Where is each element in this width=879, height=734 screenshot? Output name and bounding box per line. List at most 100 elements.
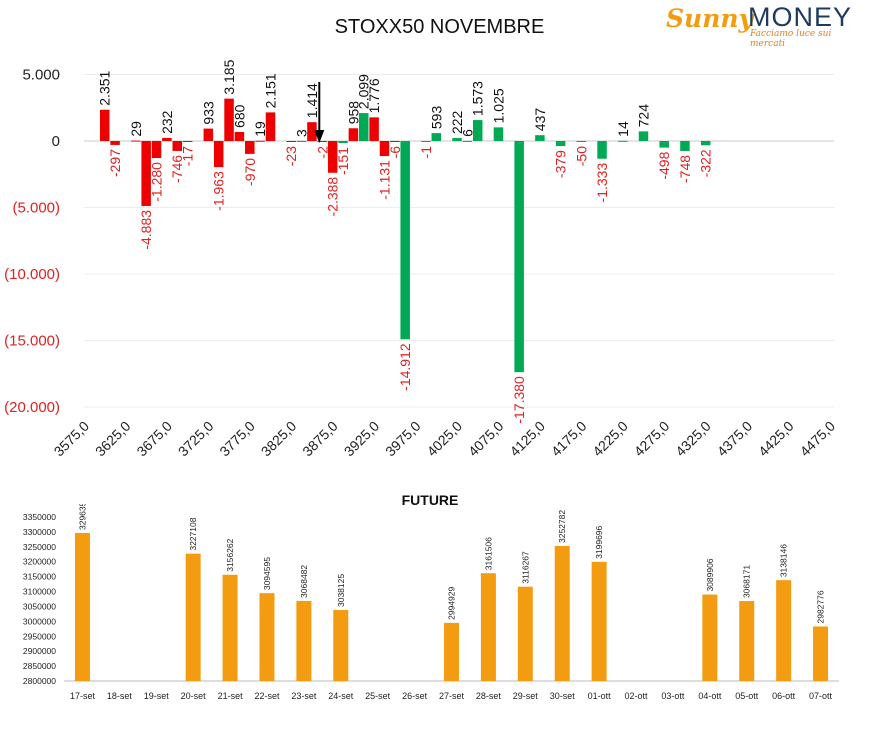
x-tick-label: 3575,0 <box>51 418 93 460</box>
future-data-label: 3296356 <box>77 504 87 530</box>
bar <box>369 117 379 141</box>
future-x-tick-label: 25-set <box>365 691 391 701</box>
bar <box>421 141 431 142</box>
future-bar <box>296 600 312 681</box>
data-label: -1.333 <box>594 163 610 203</box>
data-label: -498 <box>656 151 672 179</box>
data-label: -970 <box>242 158 258 186</box>
future-y-tick-label: 2900000 <box>23 646 56 656</box>
future-y-tick-label: 3100000 <box>23 587 56 597</box>
future-bar <box>739 601 755 681</box>
bar <box>317 141 328 142</box>
bar <box>172 141 182 151</box>
bar <box>286 141 296 142</box>
future-x-tick-label: 03-ott <box>661 691 685 701</box>
bar <box>618 140 628 142</box>
future-x-tick-label: 20-set <box>181 691 207 701</box>
future-data-label: 3068171 <box>742 565 752 598</box>
x-tick-label: 4025,0 <box>424 418 466 460</box>
future-data-label: 3199696 <box>594 525 604 558</box>
main-chart-title: STOXX50 NOVEMBRE <box>334 16 545 38</box>
sunny-money-logo: Sunny MONEY Facciamo luce sui mercati <box>662 2 862 49</box>
bar <box>131 140 141 142</box>
future-bar <box>74 532 90 681</box>
bar <box>576 141 587 142</box>
future-y-tick-label: 3200000 <box>23 557 56 567</box>
future-y-tick-label: 2950000 <box>23 631 56 641</box>
bar <box>535 135 545 141</box>
future-bar <box>554 545 570 681</box>
data-label: 437 <box>532 108 548 132</box>
data-label: -2.388 <box>325 177 341 217</box>
future-data-label: 3227108 <box>188 517 198 550</box>
x-tick-label: 3675,0 <box>133 418 175 460</box>
data-label: -1 <box>418 146 434 159</box>
y-tick-label: 5.000 <box>22 67 60 84</box>
future-y-tick-label: 2850000 <box>23 661 56 671</box>
x-tick-label: 3775,0 <box>216 418 258 460</box>
data-label: -4.883 <box>138 210 154 250</box>
x-tick-label: 3925,0 <box>341 418 383 460</box>
bar <box>680 141 690 151</box>
bar <box>265 112 276 141</box>
future-data-label: 3116267 <box>520 551 530 584</box>
bar <box>555 141 566 147</box>
future-x-tick-label: 01-ott <box>588 691 612 701</box>
bar <box>203 128 214 141</box>
data-label: 593 <box>428 106 444 130</box>
future-data-label: 2982776 <box>816 590 826 623</box>
future-bar <box>185 553 201 681</box>
bar <box>659 141 669 148</box>
bar <box>234 131 245 141</box>
bar <box>452 138 462 141</box>
future-bar <box>517 586 533 681</box>
data-label: 3.185 <box>221 59 237 94</box>
data-label: -746 <box>169 155 185 183</box>
data-label: -297 <box>107 149 123 177</box>
data-label: 933 <box>200 101 216 125</box>
y-tick-label: (15.000) <box>4 333 60 350</box>
data-label: 6 <box>459 129 475 137</box>
bar <box>431 133 442 141</box>
future-bar <box>591 561 607 681</box>
future-bar <box>444 622 459 681</box>
future-bar <box>776 580 792 681</box>
bar <box>379 141 390 157</box>
bar <box>151 141 162 159</box>
bar <box>462 140 473 142</box>
data-label: 2.151 <box>263 73 279 108</box>
data-label: -748 <box>677 155 693 183</box>
future-chart: 3350000 3300000 3250000 3200000 3150000 31000… <box>23 504 839 701</box>
x-tick-label: 4425,0 <box>755 418 797 460</box>
x-tick-label: 4325,0 <box>672 418 714 460</box>
data-label: -17.380 <box>511 376 527 424</box>
future-data-label: 3094595 <box>262 557 272 590</box>
y-tick-label: (20.000) <box>4 399 60 416</box>
data-label: 222 <box>449 110 465 134</box>
future-y-tick-label: 3050000 <box>23 601 56 611</box>
future-x-tick-label: 19-set <box>144 691 170 701</box>
future-x-tick-label: 22-set <box>254 691 280 701</box>
future-y-tick-label: 3350000 <box>23 512 56 522</box>
data-label: 1.776 <box>366 78 382 113</box>
bar <box>700 141 711 146</box>
future-y-tick-label: 2800000 <box>23 676 56 686</box>
data-label: 19 <box>252 121 268 137</box>
data-label: 1.573 <box>470 81 486 116</box>
x-tick-label: 4225,0 <box>589 418 631 460</box>
future-data-label: 3089906 <box>705 558 715 591</box>
data-label: -6 <box>387 146 403 159</box>
x-tick-label: 3725,0 <box>175 418 217 460</box>
future-x-tick-label: 07-ott <box>809 691 833 701</box>
data-label: 1.025 <box>490 88 506 123</box>
bar <box>213 141 224 168</box>
bar <box>327 141 338 173</box>
y-tick-label: (5.000) <box>12 200 60 217</box>
bar <box>514 141 524 373</box>
y-tick-label: (10.000) <box>4 266 60 283</box>
x-tick-label: 4275,0 <box>631 418 673 460</box>
data-label: -23 <box>283 146 299 166</box>
future-x-tick-label: 30-set <box>550 691 576 701</box>
data-label: -151 <box>335 147 351 175</box>
